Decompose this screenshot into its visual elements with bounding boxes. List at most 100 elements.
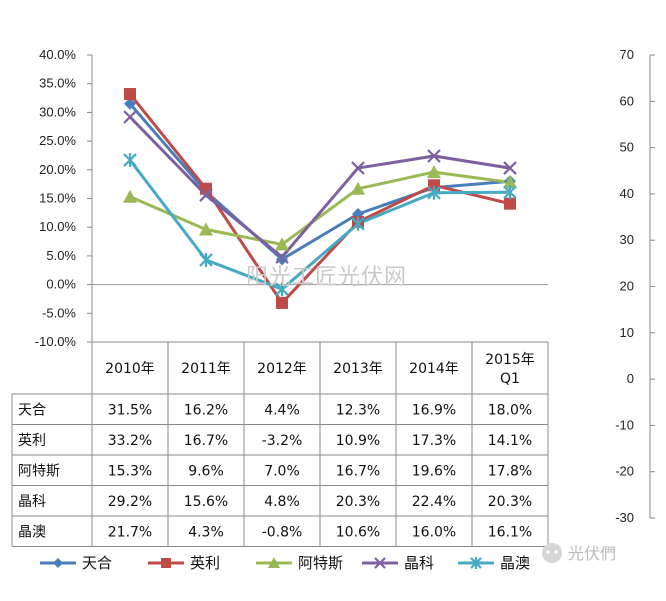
data-point	[427, 165, 441, 179]
data-point	[503, 185, 517, 200]
left-tick-label: 35.0%	[39, 76, 76, 91]
data-label: 10.6%	[336, 524, 380, 540]
data-point	[504, 197, 516, 210]
right-tick-label: 0	[627, 371, 634, 386]
legend-label: 阿特斯	[298, 554, 343, 572]
data-label: 21.7%	[108, 524, 152, 540]
row-series-name: 英利	[18, 432, 46, 449]
left-tick-label: 20.0%	[39, 162, 76, 177]
data-point	[200, 182, 212, 195]
data-label: 16.7%	[184, 433, 228, 449]
data-label: 29.2%	[108, 494, 152, 510]
data-label: 4.8%	[264, 494, 300, 510]
right-tick-label: 50	[620, 140, 634, 155]
row-series-name: 晶科	[18, 494, 46, 510]
data-point	[275, 250, 289, 264]
category-label: 2010年	[105, 361, 155, 377]
data-label: 4.4%	[264, 402, 300, 418]
data-label: 17.8%	[488, 463, 532, 479]
right-tick-label: -10	[615, 417, 634, 432]
table-grid	[11, 341, 549, 547]
series-line	[128, 102, 511, 261]
data-label: 31.5%	[108, 402, 152, 418]
right-tick-label: 30	[620, 232, 634, 247]
series-markers	[123, 88, 517, 309]
left-tick-label: -5.0%	[42, 305, 76, 320]
data-point	[427, 185, 441, 200]
data-point	[470, 557, 482, 569]
data-label: -3.2%	[262, 433, 303, 449]
data-label: 16.1%	[488, 524, 532, 540]
left-tick-label: 25.0%	[39, 133, 76, 148]
right-tick-label: 10	[620, 325, 634, 340]
data-label: 16.9%	[412, 402, 456, 418]
series-line	[128, 159, 511, 291]
data-point	[351, 161, 365, 175]
category-label: 2014年	[409, 361, 459, 377]
right-y-axis: 70 60 50 40 30 20 10 0 -10 -20 -30	[615, 47, 655, 525]
data-label: 16.0%	[412, 524, 456, 540]
series-line	[128, 93, 511, 305]
data-label: 19.6%	[412, 463, 456, 479]
legend-label: 天合	[82, 554, 112, 572]
right-tick-label: 20	[620, 279, 634, 294]
left-tick-label: 30.0%	[39, 104, 76, 119]
data-label: 16.7%	[336, 463, 380, 479]
wechat-icon	[542, 543, 562, 563]
data-point	[268, 557, 280, 568]
data-label: 12.3%	[336, 402, 380, 418]
data-label: 10.9%	[336, 433, 380, 449]
left-tick-label: 15.0%	[39, 191, 76, 206]
data-point	[275, 237, 289, 251]
data-point	[123, 189, 137, 203]
category-label: 2011年	[181, 361, 231, 377]
data-point	[374, 557, 386, 569]
data-point	[199, 188, 213, 202]
data-label: 16.2%	[184, 402, 228, 418]
category-label: 2013年	[333, 361, 383, 377]
data-point	[351, 181, 365, 195]
data-point	[275, 282, 289, 297]
data-point	[123, 110, 137, 124]
data-point	[161, 558, 171, 568]
legend-label: 晶科	[404, 554, 434, 572]
data-label: 18.0%	[488, 402, 532, 418]
row-series-name: 阿特斯	[18, 463, 60, 479]
data-label: 15.3%	[108, 463, 152, 479]
data-point	[123, 153, 137, 168]
data-point	[199, 252, 213, 267]
data-point	[124, 88, 136, 101]
row-series-name: 天合	[18, 402, 46, 418]
data-point	[53, 558, 63, 568]
left-tick-label: 5.0%	[46, 248, 76, 263]
data-point	[276, 253, 288, 266]
data-point	[503, 161, 517, 175]
right-tick-label: -30	[615, 510, 634, 525]
data-point	[276, 296, 288, 309]
data-table: 2010年 2011年 2012年 2013年 2014年 2015年 Q1 天合 31.5% 1…	[18, 352, 535, 540]
left-tick-label: 0.0%	[46, 277, 76, 292]
category-label: 2012年	[257, 361, 307, 377]
right-tick-label: 60	[620, 93, 634, 108]
right-tick-label: -20	[615, 464, 634, 479]
left-tick-label: 40.0%	[39, 47, 76, 62]
brand-badge-text: 光伏們	[568, 544, 616, 563]
data-point	[124, 97, 136, 110]
legend-label: 英利	[190, 554, 220, 572]
data-point	[503, 175, 517, 189]
legend-label: 晶澳	[500, 554, 530, 572]
data-label: 9.6%	[188, 463, 224, 479]
row-series-name: 晶澳	[18, 524, 46, 540]
series-lines	[128, 93, 511, 305]
series-line	[129, 170, 511, 246]
data-label: 15.6%	[184, 494, 228, 510]
data-label: 33.2%	[108, 433, 152, 449]
series-line	[128, 115, 511, 259]
data-point	[351, 216, 365, 231]
data-label: -0.8%	[262, 524, 303, 540]
data-label: 20.3%	[488, 494, 532, 510]
left-y-axis: 40.0% 35.0% 30.0% 25.0% 20.0% 15.0% 10.0% 5.0% 0…	[35, 47, 548, 349]
left-tick-label: 10.0%	[39, 219, 76, 234]
data-label: 4.3%	[188, 524, 224, 540]
